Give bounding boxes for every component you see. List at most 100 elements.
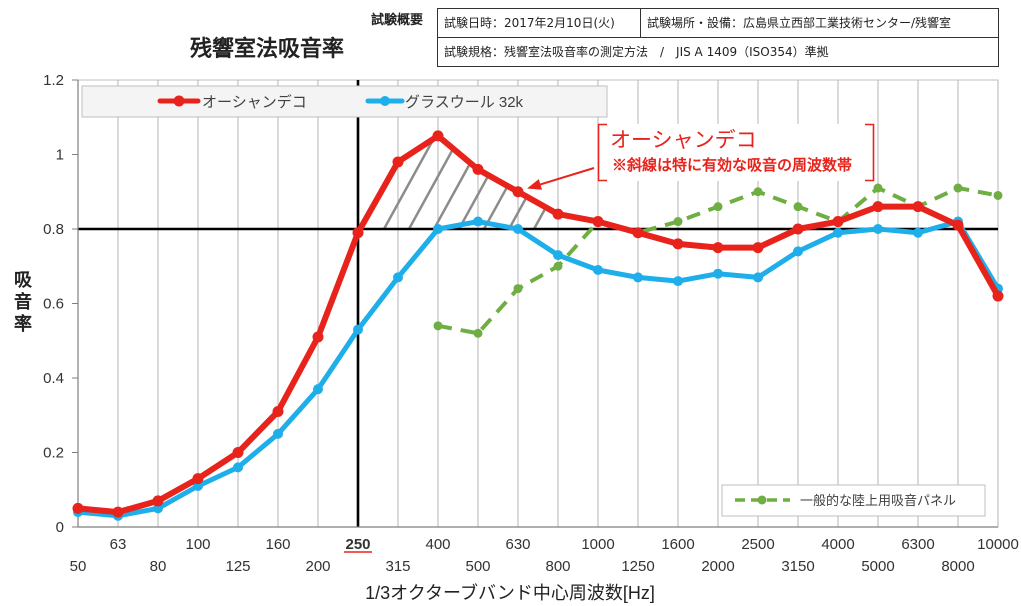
glass-wool-point bbox=[353, 325, 363, 335]
glass-wool-point bbox=[673, 276, 683, 286]
y-tick-label: 0.2 bbox=[43, 445, 64, 462]
x-tick-label: 63 bbox=[110, 536, 127, 553]
ocean-deco-point bbox=[473, 164, 484, 175]
y-tick-label: 1 bbox=[56, 147, 64, 164]
x-tick-label: 8000 bbox=[941, 558, 974, 575]
glass-wool-point bbox=[433, 224, 443, 234]
land-panel-point bbox=[554, 262, 563, 271]
legend-top-left: オーシャンデコ グラスウール 32k bbox=[82, 86, 607, 117]
legend-label-land-panel: 一般的な陸上用吸音パネル bbox=[800, 493, 956, 508]
test-date: 試験日時：2017年2月10日(火) bbox=[438, 9, 641, 38]
ocean-deco-point bbox=[153, 495, 164, 506]
land-panel-point bbox=[994, 191, 1003, 200]
land-panel-point bbox=[434, 321, 443, 330]
x-tick-label: 630 bbox=[505, 536, 530, 553]
ocean-deco-point bbox=[273, 406, 284, 417]
x-tick-label: 1000 bbox=[581, 536, 614, 553]
ocean-deco-point bbox=[433, 130, 444, 141]
ocean-deco-point bbox=[953, 220, 964, 231]
ocean-deco-point bbox=[193, 473, 204, 484]
y-tick-label: 0.6 bbox=[43, 296, 64, 313]
ocean-deco-point bbox=[753, 242, 764, 253]
glass-wool-point bbox=[873, 224, 883, 234]
x-tick-label: 160 bbox=[265, 536, 290, 553]
y-tick-label: 0.8 bbox=[43, 221, 64, 238]
glass-wool-point bbox=[633, 272, 643, 282]
x-tick-label: 1600 bbox=[661, 536, 694, 553]
legend-marker-ocean-deco bbox=[174, 96, 185, 107]
x-tick-label: 3150 bbox=[781, 558, 814, 575]
y-axis-label: 吸音率 bbox=[11, 270, 31, 336]
ocean-deco-point bbox=[553, 209, 564, 220]
x-tick-label: 125 bbox=[225, 558, 250, 575]
x-axis-ticks: 50 63 80 100 125 160 200 250 315 400 500 630 800 1000… bbox=[70, 536, 1019, 575]
ocean-deco-point bbox=[633, 227, 644, 238]
ocean-deco-point bbox=[73, 503, 84, 514]
ocean-deco-point bbox=[313, 332, 324, 343]
x-tick-label: 2000 bbox=[701, 558, 734, 575]
glass-wool-point bbox=[313, 384, 323, 394]
land-panel-point bbox=[714, 202, 723, 211]
y-tick-label: 0.4 bbox=[43, 370, 64, 387]
test-standard: 試験規格：残響室法吸音率の測定方法 / JIS A 1409（ISO354）準拠 bbox=[438, 38, 999, 67]
x-tick-label: 100 bbox=[185, 536, 210, 553]
ocean-deco-point bbox=[233, 447, 244, 458]
ocean-deco-point bbox=[393, 156, 404, 167]
ocean-deco-point bbox=[593, 216, 604, 227]
glass-wool-point bbox=[833, 228, 843, 238]
land-panel-point bbox=[794, 202, 803, 211]
x-tick-label: 800 bbox=[545, 558, 570, 575]
x-tick-label: 6300 bbox=[901, 536, 934, 553]
callout-title: オーシャンデコ bbox=[610, 129, 757, 152]
land-panel-point bbox=[954, 184, 963, 193]
chart-title: 残響室法吸音率 bbox=[190, 37, 344, 63]
legend-bottom-right: 一般的な陸上用吸音パネル bbox=[722, 485, 985, 516]
glass-wool-point bbox=[713, 269, 723, 279]
legend-label-ocean-deco: オーシャンデコ bbox=[202, 93, 307, 111]
x-tick-label: 315 bbox=[385, 558, 410, 575]
x-tick-label: 4000 bbox=[821, 536, 854, 553]
glass-wool-point bbox=[393, 272, 403, 282]
x-tick-label: 1250 bbox=[621, 558, 654, 575]
ocean-deco-point bbox=[833, 216, 844, 227]
ocean-deco-point bbox=[713, 242, 724, 253]
x-tick-label: 50 bbox=[70, 558, 87, 575]
ocean-deco-point bbox=[993, 291, 1004, 302]
ocean-deco-point bbox=[673, 238, 684, 249]
glass-wool-point bbox=[273, 429, 283, 439]
x-axis-label: 1/3オクターブバンド中心周波数[Hz] bbox=[365, 582, 655, 603]
glass-wool-point bbox=[473, 217, 483, 227]
x-tick-label: 5000 bbox=[861, 558, 894, 575]
test-location: 試験場所・設備：広島県立西部工業技術センター/残響室 bbox=[641, 9, 999, 38]
x-tick-label: 2500 bbox=[741, 536, 774, 553]
legend-marker-land-panel bbox=[758, 496, 767, 505]
ocean-deco-point bbox=[513, 186, 524, 197]
glass-wool-point bbox=[233, 462, 243, 472]
glass-wool-point bbox=[593, 265, 603, 275]
glass-wool-point bbox=[513, 224, 523, 234]
y-tick-label: 1.2 bbox=[43, 72, 64, 89]
ocean-deco-point bbox=[113, 507, 124, 518]
ocean-deco-point bbox=[913, 201, 924, 212]
glass-wool-point bbox=[793, 246, 803, 256]
ocean-deco-point bbox=[793, 224, 804, 235]
x-tick-label: 400 bbox=[425, 536, 450, 553]
land-panel-point bbox=[514, 284, 523, 293]
test-info-label: 試験概要 bbox=[371, 13, 423, 29]
test-info-row: 試験規格：残響室法吸音率の測定方法 / JIS A 1409（ISO354）準拠 bbox=[438, 38, 999, 67]
legend-marker-glass-wool bbox=[380, 96, 390, 106]
test-info-row: 試験日時：2017年2月10日(火) 試験場所・設備：広島県立西部工業技術センタ… bbox=[438, 9, 999, 38]
x-tick-label: 80 bbox=[150, 558, 167, 575]
x-tick-label: 500 bbox=[465, 558, 490, 575]
x-tick-label: 200 bbox=[305, 558, 330, 575]
land-panel-point bbox=[674, 217, 683, 226]
x-tick-label-highlighted: 250 bbox=[345, 536, 370, 553]
land-panel-point bbox=[874, 184, 883, 193]
legend-label-glass-wool: グラスウール 32k bbox=[405, 94, 524, 111]
x-tick-label: 10000 bbox=[977, 536, 1019, 553]
land-panel-point bbox=[474, 329, 483, 338]
land-panel-point bbox=[754, 187, 763, 196]
y-tick-label: 0 bbox=[56, 519, 64, 536]
glass-wool-point bbox=[753, 272, 763, 282]
